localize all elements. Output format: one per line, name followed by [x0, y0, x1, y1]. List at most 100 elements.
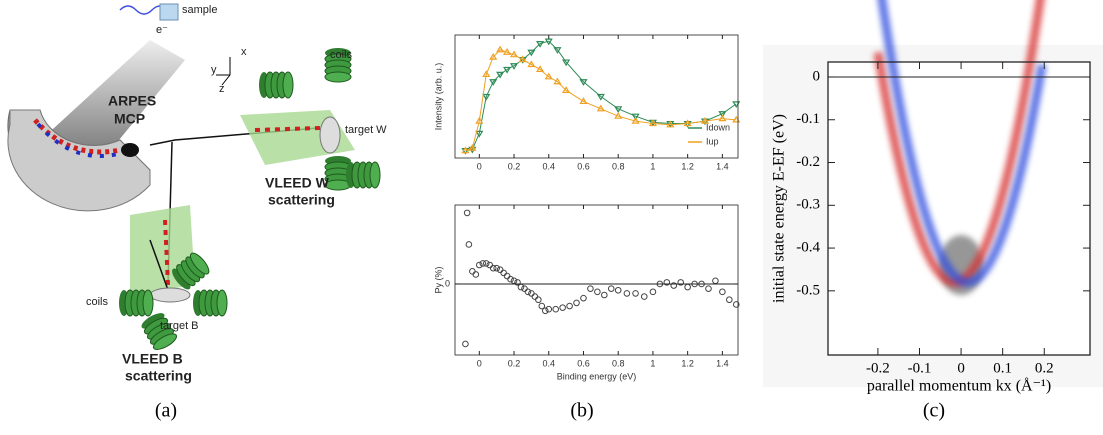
- y-tick-label: -0.1: [796, 111, 820, 127]
- point: [545, 305, 553, 313]
- x-axis-label: parallel momentum kx (Å⁻¹): [867, 377, 1051, 395]
- label: scattering: [125, 368, 192, 384]
- marker: [482, 70, 491, 77]
- y-tick-label: 0: [813, 68, 821, 84]
- x-tick-label: 0.2: [1035, 360, 1054, 376]
- y-tick-label: -0.2: [796, 154, 820, 170]
- label: coils: [86, 296, 109, 308]
- target: [319, 116, 341, 154]
- mcp: [121, 143, 139, 157]
- marker: [496, 71, 505, 79]
- plot-content: [461, 38, 741, 155]
- label: VLEED W: [265, 175, 330, 191]
- point: [726, 296, 733, 304]
- point: [489, 264, 497, 272]
- marker: [496, 45, 505, 53]
- marker: [718, 114, 727, 122]
- label: MCP: [114, 111, 145, 127]
- marker: [509, 63, 519, 70]
- marker: [475, 130, 484, 138]
- plot-frame: [454, 34, 739, 159]
- marker: [482, 93, 491, 101]
- label: sample: [182, 4, 217, 16]
- electron-path: [33, 118, 121, 155]
- target: [149, 287, 191, 303]
- series-line: [465, 40, 737, 152]
- point: [623, 290, 631, 297]
- point: [640, 293, 648, 300]
- x-tick-label: 1: [650, 358, 655, 368]
- label: x: [241, 46, 247, 58]
- hemisphere-rim: [7, 109, 151, 212]
- marker: [631, 116, 640, 124]
- caption: (c): [923, 400, 945, 422]
- y-axis-label: Py (%): [433, 266, 443, 293]
- plot-area: [828, 62, 1090, 355]
- band: [877, 0, 1047, 287]
- x-tick-label: 1.2: [681, 358, 694, 368]
- point: [632, 290, 639, 297]
- point: [677, 279, 685, 286]
- point: [476, 261, 483, 269]
- marker: [579, 97, 588, 105]
- x-tick-label: 1.4: [716, 161, 729, 171]
- label: coils: [330, 49, 353, 61]
- point: [601, 291, 608, 299]
- x-tick-label: 1: [650, 161, 655, 171]
- marker: [579, 79, 588, 86]
- x-tick-label: 0.2: [508, 358, 521, 368]
- legend-label: Iup: [706, 136, 719, 146]
- caption: (b): [570, 400, 593, 422]
- x-tick-label: 0.2: [508, 161, 521, 171]
- x-tick-label: 0: [477, 358, 482, 368]
- marker: [562, 59, 571, 67]
- y-tick-label: -0.5: [796, 282, 820, 298]
- marker: [553, 47, 562, 54]
- label: scattering: [268, 192, 335, 208]
- point: [538, 302, 546, 310]
- legend-label: Idown: [706, 122, 730, 132]
- plot-content: [462, 209, 740, 348]
- plot-frame: [454, 204, 739, 356]
- plot-frame: [827, 61, 1091, 356]
- marker: [475, 116, 484, 124]
- beam: [149, 239, 169, 291]
- marker: [527, 60, 536, 68]
- marker: [648, 119, 657, 127]
- spin-arrows: [163, 219, 170, 286]
- point: [649, 288, 657, 296]
- point: [493, 264, 500, 272]
- marker: [527, 49, 536, 57]
- marker: [461, 146, 470, 154]
- marker: [544, 72, 553, 80]
- point: [462, 340, 469, 348]
- marker: [553, 77, 562, 85]
- x-tick-label: 0.4: [542, 161, 555, 171]
- x-tick-label: 0.6: [577, 358, 590, 368]
- marker: [503, 48, 512, 55]
- marker: [536, 41, 545, 48]
- point: [552, 305, 559, 313]
- point: [670, 282, 678, 289]
- coil: [345, 161, 381, 189]
- marker: [544, 38, 553, 46]
- series-line: [465, 49, 737, 152]
- point: [573, 299, 580, 307]
- point: [472, 271, 480, 278]
- point: [614, 286, 622, 294]
- plot-content: [873, 0, 1047, 296]
- marker: [666, 120, 675, 128]
- marker: [489, 79, 498, 86]
- point: [594, 288, 601, 296]
- point: [663, 279, 671, 286]
- point: [607, 285, 615, 292]
- label: ARPES: [108, 93, 156, 109]
- label: target W: [345, 124, 387, 136]
- marker: [509, 50, 519, 58]
- point: [524, 288, 532, 296]
- x-tick-label: 0.8: [612, 161, 625, 171]
- y-axis-label: initial state energy E-EF (eV): [771, 114, 788, 303]
- point: [580, 294, 587, 302]
- plot-area: [455, 205, 738, 355]
